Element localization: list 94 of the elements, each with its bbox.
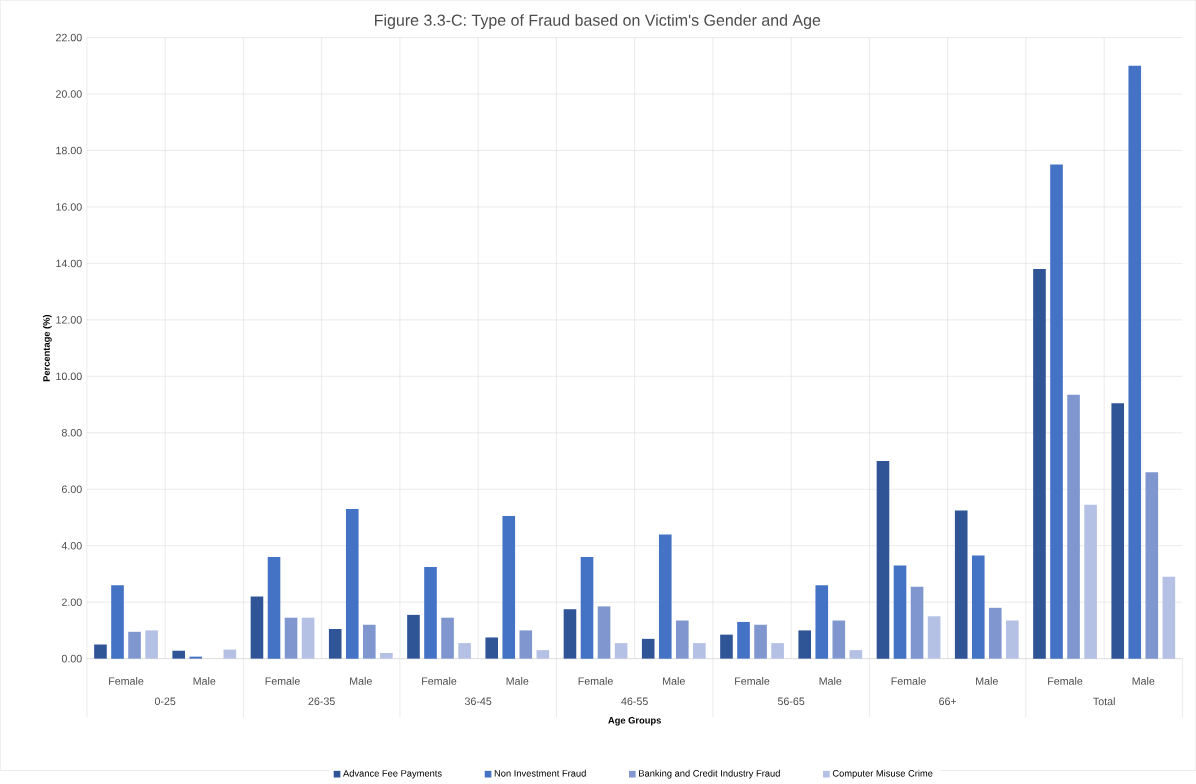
bar bbox=[641, 638, 655, 659]
chart-title: Figure 3.3-C: Type of Fraud based on Victim's Gender and Age bbox=[375, 14, 821, 30]
legend-label: Advance Fee Payments bbox=[343, 769, 442, 779]
bar bbox=[563, 609, 577, 659]
bar bbox=[1111, 403, 1125, 659]
bar bbox=[1162, 576, 1176, 659]
bar bbox=[771, 643, 784, 659]
x-tick-label: Female bbox=[735, 677, 770, 685]
bar bbox=[988, 607, 1002, 659]
bar bbox=[910, 586, 924, 659]
y-tick-label: 22.00 bbox=[56, 33, 82, 42]
x-tick-label: Female bbox=[422, 677, 457, 685]
bar bbox=[658, 534, 672, 659]
x-tick-label: Male bbox=[193, 677, 216, 685]
x-tick-label: Female bbox=[578, 677, 613, 685]
bar bbox=[328, 629, 342, 659]
bar bbox=[145, 630, 158, 659]
x-axis-title: Age Groups bbox=[608, 717, 661, 726]
text: Total bbox=[1093, 697, 1115, 706]
y-tick-label: 10.00 bbox=[56, 372, 82, 381]
bar bbox=[250, 596, 264, 659]
bar bbox=[380, 653, 393, 659]
y-tick-label: 6.00 bbox=[61, 485, 82, 494]
bar bbox=[223, 649, 237, 659]
bar bbox=[675, 620, 689, 659]
bar bbox=[614, 643, 628, 659]
bar bbox=[737, 621, 750, 659]
legend-label: Non Investment Fraud bbox=[494, 769, 586, 777]
x-tick-label: Male bbox=[1132, 677, 1155, 685]
bar bbox=[502, 516, 516, 659]
bar bbox=[519, 630, 533, 659]
y-axis-title: Percentage (%) bbox=[42, 314, 52, 382]
bar bbox=[1067, 394, 1080, 659]
x-tick-label: Male bbox=[819, 677, 842, 685]
x-tick-label: Female bbox=[1048, 677, 1083, 685]
y-tick-label: 12.00 bbox=[56, 316, 82, 324]
text: 0-25 bbox=[154, 697, 176, 706]
bar bbox=[301, 617, 315, 659]
bar bbox=[1006, 620, 1019, 659]
text: 36-45 bbox=[464, 697, 492, 706]
bar bbox=[876, 461, 890, 659]
bar bbox=[927, 616, 941, 659]
x-tick-label: Male bbox=[506, 677, 529, 685]
y-tick-label: 0.00 bbox=[61, 654, 82, 663]
bar bbox=[720, 634, 733, 659]
y-tick-label: 20.00 bbox=[56, 90, 82, 98]
bar bbox=[1145, 472, 1159, 659]
text: 66+ bbox=[939, 697, 957, 706]
bar bbox=[267, 557, 281, 659]
bar bbox=[1084, 504, 1097, 659]
y-tick-label: 16.00 bbox=[56, 203, 82, 211]
bar bbox=[345, 509, 359, 659]
bar bbox=[893, 565, 907, 659]
bar bbox=[693, 643, 706, 659]
bar bbox=[754, 624, 767, 659]
bar bbox=[111, 585, 124, 659]
y-tick-label: 4.00 bbox=[61, 541, 82, 550]
bar bbox=[407, 614, 420, 659]
x-tick-label: Male bbox=[976, 677, 998, 685]
bar bbox=[485, 637, 499, 659]
text: 56-65 bbox=[777, 697, 805, 706]
bar bbox=[832, 620, 846, 659]
bar bbox=[1050, 164, 1063, 659]
x-tick-label: Female bbox=[265, 677, 300, 685]
y-tick-label: 14.00 bbox=[56, 259, 82, 268]
bar bbox=[580, 557, 594, 659]
x-tick-label: Male bbox=[663, 677, 685, 685]
legend-label: Banking and Credit Industry Fraud bbox=[639, 769, 780, 779]
y-tick-label: 18.00 bbox=[56, 146, 82, 155]
x-tick-label: Male bbox=[350, 677, 372, 685]
bar bbox=[284, 617, 298, 659]
bar bbox=[798, 630, 812, 659]
bar bbox=[458, 643, 471, 659]
bar bbox=[536, 650, 550, 659]
x-tick-label: Female bbox=[891, 677, 926, 685]
bar bbox=[424, 566, 437, 659]
bar bbox=[128, 631, 141, 659]
bar bbox=[94, 644, 107, 659]
bar bbox=[815, 585, 829, 659]
y-tick-label: 8.00 bbox=[61, 429, 82, 437]
bar bbox=[971, 555, 985, 659]
x-tick-label: Female bbox=[109, 677, 144, 685]
legend-label: Computer Misuse Crime bbox=[832, 769, 933, 779]
text: 26-35 bbox=[308, 697, 335, 706]
bar bbox=[597, 606, 611, 659]
bar bbox=[1033, 269, 1046, 659]
text: 46-55 bbox=[621, 697, 648, 706]
y-tick-label: 2.00 bbox=[61, 598, 82, 606]
bar bbox=[1128, 65, 1142, 659]
bar bbox=[849, 650, 863, 659]
bar bbox=[441, 617, 454, 659]
bar bbox=[362, 624, 376, 659]
bar bbox=[172, 650, 186, 659]
bar bbox=[954, 510, 968, 659]
